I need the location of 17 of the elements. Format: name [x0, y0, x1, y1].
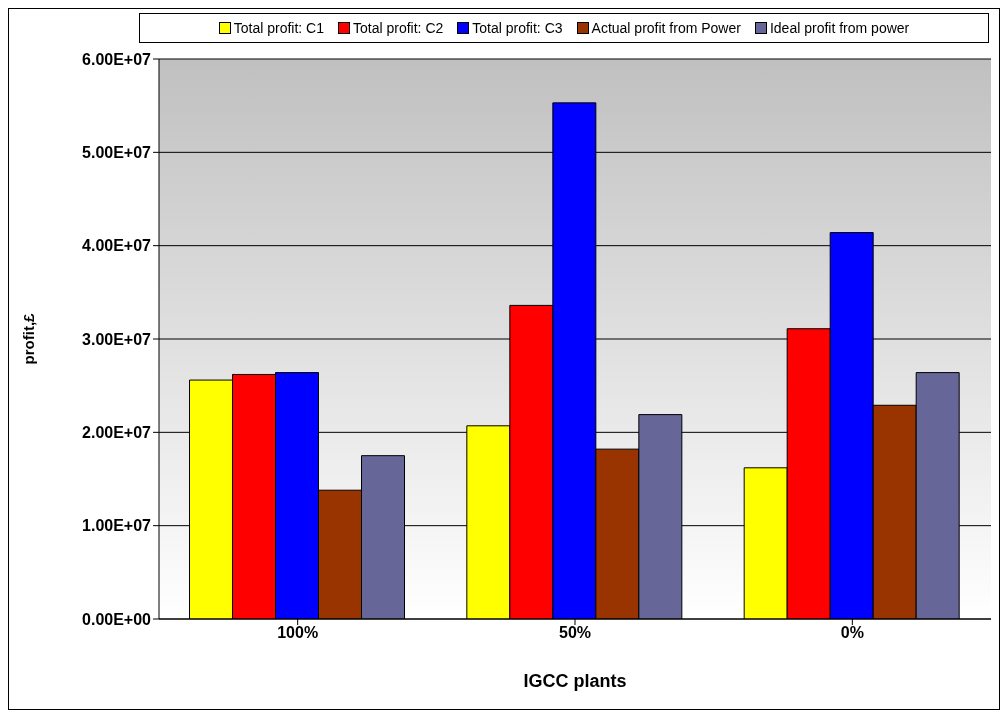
y-tick-label: 0.00E+00 — [82, 610, 152, 628]
y-tick-label: 1.00E+07 — [82, 517, 152, 535]
legend-label: Ideal profit from power — [768, 20, 910, 36]
x-tick-label: 0% — [840, 624, 864, 642]
legend-label: Total profit: C2 — [352, 20, 444, 36]
y-axis-title: profit,£ — [20, 312, 38, 365]
y-tick-label: 6.00E+07 — [82, 50, 152, 68]
y-tick-label: 4.00E+07 — [82, 237, 152, 255]
legend-label: Total profit: C3 — [471, 20, 563, 36]
x-axis-title: IGCC plants — [523, 671, 627, 691]
legend-label: Actual profit from Power — [590, 20, 741, 36]
y-tick-label: 5.00E+07 — [82, 144, 152, 162]
y-tick-label: 2.00E+07 — [82, 424, 152, 442]
x-tick-label: 100% — [277, 624, 319, 642]
legend-label: Total profit: C1 — [232, 20, 325, 36]
y-tick-label: 3.00E+07 — [82, 330, 152, 348]
x-tick-label: 50% — [558, 624, 592, 642]
